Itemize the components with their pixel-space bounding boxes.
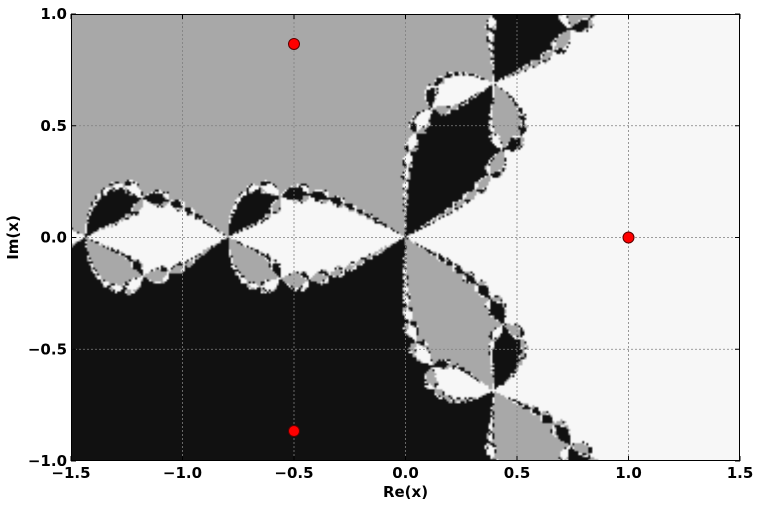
root-marker	[288, 425, 300, 438]
x-tick-label: −1.5	[51, 464, 90, 482]
root-marker	[288, 37, 300, 50]
ticks: −1.5 −1.0 −0.5 0.0 0.5 1.0 1.5−1.0−0.50.00.51.…	[28, 5, 753, 482]
x-tick-label: −0.5	[274, 464, 313, 482]
x-tick-label: 0.0	[392, 464, 419, 482]
plot-area	[71, 14, 740, 461]
x-tick-label: −1.0	[163, 464, 202, 482]
y-axis-label: Im(x)	[4, 215, 22, 260]
x-tick-label: 0.5	[504, 464, 531, 482]
x-tick-label: 1.5	[727, 464, 754, 482]
y-tick-label: 0.5	[40, 117, 67, 135]
y-tick-label: 1.0	[40, 5, 67, 23]
y-tick-label: −1.0	[28, 452, 67, 470]
x-tick-label: 1.0	[615, 464, 642, 482]
y-tick-label: 0.0	[40, 229, 67, 247]
root-marker	[622, 231, 635, 244]
x-axis-label: Re(x)	[383, 483, 428, 501]
root-markers	[288, 37, 635, 438]
y-tick-label: −0.5	[28, 340, 67, 358]
